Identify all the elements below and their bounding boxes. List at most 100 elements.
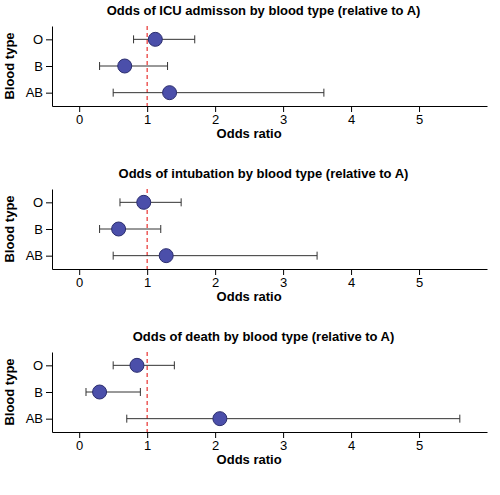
figure: Odds of ICU admisson by blood type (rela… xyxy=(0,0,500,495)
error-bar-cap xyxy=(317,252,318,260)
x-axis: 012345 xyxy=(53,269,488,290)
error-bar-line xyxy=(100,229,161,230)
y-axis: OB AB xyxy=(26,190,53,270)
x-tick: 1 xyxy=(144,269,151,290)
point xyxy=(163,86,177,100)
y-axis-line xyxy=(52,190,53,270)
x-tick-label: 4 xyxy=(348,275,355,290)
error-bar-cap xyxy=(133,35,134,43)
error-bar-cap xyxy=(119,198,120,206)
error-bar-cap xyxy=(323,89,324,97)
y-axis-title: Blood type xyxy=(2,358,17,425)
x-tick-label: 2 xyxy=(212,275,219,290)
y-axis-line xyxy=(52,353,53,433)
y-tick-mark xyxy=(46,66,52,67)
y-tick-mark xyxy=(46,229,52,230)
y-tick-label: B xyxy=(34,385,43,400)
error-bar-line xyxy=(127,418,460,419)
y-tick-label: B xyxy=(34,222,43,237)
y-tick: AB xyxy=(26,248,52,263)
error-bar-cap xyxy=(194,35,195,43)
panel: Odds of intubation by blood type (relati… xyxy=(2,166,488,304)
x-tick-mark xyxy=(147,432,148,438)
x-tick: 3 xyxy=(280,106,287,127)
x-tick-label: 0 xyxy=(76,275,83,290)
y-tick: AB xyxy=(26,411,52,426)
y-tick-mark xyxy=(46,39,52,40)
error-bar xyxy=(113,252,317,260)
title: Odds of death by blood type (relative to… xyxy=(133,329,395,344)
y-tick: O xyxy=(33,358,52,373)
error-bar-cap xyxy=(181,198,182,206)
x-tick: 2 xyxy=(212,106,219,127)
x-tick: 2 xyxy=(212,432,219,453)
y-tick-mark xyxy=(46,392,52,393)
y-tick-label: O xyxy=(33,358,43,373)
x-axis-title: Odds ratio xyxy=(217,452,282,467)
y-axis-title: Blood type xyxy=(2,195,17,262)
x-tick-mark xyxy=(147,269,148,275)
y-tick-label: O xyxy=(33,195,43,210)
error-bar-cap xyxy=(99,225,100,233)
x-axis-title: Odds ratio xyxy=(217,289,282,304)
error-bar xyxy=(113,89,324,97)
x-tick-label: 5 xyxy=(416,112,423,127)
x-axis-title: Odds ratio xyxy=(217,126,282,141)
x-tick: 2 xyxy=(212,269,219,290)
x-tick-mark xyxy=(351,432,352,438)
y-tick-mark xyxy=(46,256,52,257)
y-tick-mark xyxy=(46,419,52,420)
plot-area xyxy=(86,352,460,432)
x-tick-mark xyxy=(419,432,420,438)
error-bar-cap xyxy=(113,252,114,260)
x-tick: 5 xyxy=(416,106,423,127)
y-tick-mark xyxy=(46,93,52,94)
x-tick-mark xyxy=(79,106,80,112)
title: Odds of intubation by blood type (relati… xyxy=(119,166,409,181)
x-tick-mark xyxy=(419,269,420,275)
y-tick-label: AB xyxy=(26,411,43,426)
error-bar-cap xyxy=(113,89,114,97)
x-tick-label: 1 xyxy=(144,275,151,290)
y-axis: OB AB xyxy=(26,27,53,107)
x-tick-label: 1 xyxy=(144,112,151,127)
error-bar-cap xyxy=(459,415,460,423)
error-bar-line xyxy=(134,39,195,40)
x-tick-label: 0 xyxy=(76,438,83,453)
x-tick-label: 4 xyxy=(348,112,355,127)
x-tick-label: 3 xyxy=(280,275,287,290)
y-tick-mark xyxy=(46,202,52,203)
y-tick: B xyxy=(34,59,52,74)
x-tick-mark xyxy=(215,269,216,275)
x-tick: 3 xyxy=(280,269,287,290)
error-bar-cap xyxy=(140,388,141,396)
x-tick: 0 xyxy=(76,106,83,127)
point xyxy=(130,358,144,372)
error-bar-cap xyxy=(113,361,114,369)
x-tick-label: 3 xyxy=(280,112,287,127)
x-tick-mark xyxy=(283,432,284,438)
error-bar xyxy=(127,415,460,423)
error-bar-line xyxy=(113,255,317,256)
x-axis-line xyxy=(53,106,488,107)
y-tick: B xyxy=(34,385,52,400)
x-axis: 012345 xyxy=(53,432,488,453)
title: Odds of ICU admisson by blood type (rela… xyxy=(107,3,421,18)
error-bar-cap xyxy=(85,388,86,396)
point xyxy=(93,385,107,399)
x-tick-mark xyxy=(351,106,352,112)
point xyxy=(137,195,151,209)
y-tick: B xyxy=(34,222,52,237)
x-tick: 0 xyxy=(76,269,83,290)
error-bar-cap xyxy=(126,415,127,423)
x-tick-mark xyxy=(215,432,216,438)
x-tick-mark xyxy=(215,106,216,112)
y-tick: AB xyxy=(26,85,52,100)
error-bar-cap xyxy=(160,225,161,233)
y-axis-title: Blood type xyxy=(2,32,17,99)
y-tick: O xyxy=(33,32,52,47)
x-axis-line xyxy=(53,432,488,433)
plot-area xyxy=(100,26,324,106)
x-axis-line xyxy=(53,269,488,270)
error-bar-line xyxy=(100,66,168,67)
